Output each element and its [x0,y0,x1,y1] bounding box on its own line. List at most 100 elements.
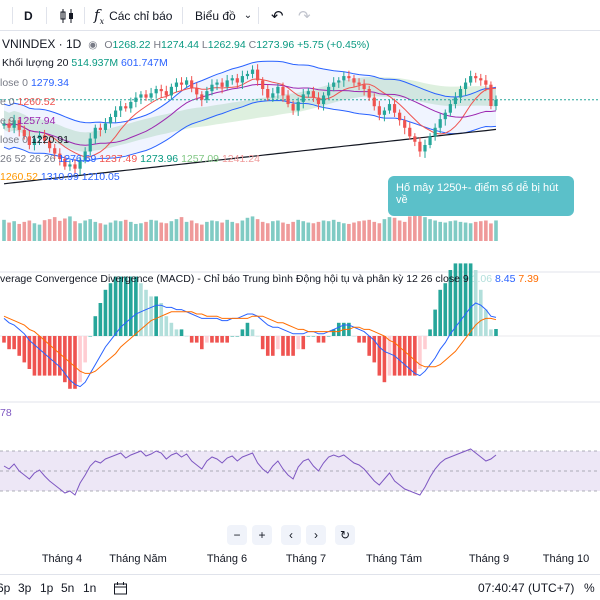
rsi-value: 78 [0,407,12,419]
indicator-row-a: lose 0 1279.34 [0,77,69,89]
volume-bar [103,224,108,241]
macd-histogram-bar [98,303,103,336]
candle-body [372,97,376,107]
candle-body [179,82,184,85]
top-toolbar: D fx Các chỉ báo Biểu đồ ⌄ ↶ ↷ [0,0,600,31]
annotation-callout[interactable]: Hố mây 1250+- điểm số dễ bị hút về [388,176,574,216]
candle-body [78,160,82,169]
lower-band-line [3,99,497,162]
macd-histogram-bar [418,336,422,369]
interval-button[interactable]: D [24,8,33,23]
range-1p[interactable]: 1p [40,581,54,595]
candle-body [144,94,148,98]
scroll-right-button[interactable]: › [306,525,326,545]
macd-histogram-bar [336,322,341,336]
row-f-value-2: 1210.05 [81,171,120,183]
calendar-icon[interactable] [113,581,128,599]
candle-body [494,99,498,106]
macd-histogram-bar [32,336,37,376]
macd-hist-value: 1.06 [471,273,493,285]
volume-bar [392,217,397,241]
candle-body [27,136,31,145]
macd-histogram-bar [42,336,47,376]
percent-toggle[interactable]: % [584,581,595,595]
time-axis[interactable]: Tháng 4 Tháng Năm Tháng 6 Tháng 7 Tháng … [0,551,600,569]
volume-bar [489,223,493,241]
x-tick-label: Tháng Tám [365,553,423,565]
macd-histogram-bar [387,336,392,376]
indicator-row-c: e 9 1257.94 [0,115,56,127]
indicators-button[interactable]: fx Các chỉ báo [94,0,172,31]
volume-bar [134,223,138,241]
close-value: 1273.96 [256,39,295,51]
candle-body [220,82,224,87]
macd-histogram-bar [22,336,27,363]
indicator-row-b: e 0 1260.52 [0,96,56,108]
macd-histogram-bar [301,336,306,350]
macd-histogram-bar [78,336,82,383]
candle-body [327,86,331,96]
candle-body [458,89,463,98]
eye-icon[interactable]: ◉ [88,39,98,51]
macd-histogram-bar [230,336,235,337]
undo-icon[interactable]: ↶ [271,7,284,25]
volume-bar [286,223,290,241]
signal-line [3,311,497,374]
clock-time[interactable]: 07:40:47 (UTC+7) [478,581,575,595]
candle-body [149,93,153,98]
volume-bar [347,223,351,241]
candle-body [408,127,412,137]
zoom-in-button[interactable]: + [252,525,272,545]
range-3p[interactable]: 3p [18,581,32,595]
row-e-value-2: 1273.96 [140,153,179,165]
volume-bar [73,221,77,241]
candle-body [225,80,229,87]
range-1n[interactable]: 1n [83,581,97,595]
volume-bar [478,221,483,241]
volume-bar [428,219,432,241]
macd-histogram-bar [484,309,488,336]
chart-type-button[interactable]: Biểu đồ ⌄ [195,0,252,31]
volume-bar [397,220,402,241]
open-label: O [104,39,113,51]
rsi-line [3,448,497,496]
symbol-title[interactable]: VNINDEX · 1D [2,37,82,51]
volume-bar [494,220,498,241]
volume-bar [149,219,153,241]
volume-bar [52,217,57,241]
candle-body [93,127,97,139]
macd-histogram-bar [453,263,458,336]
macd-histogram-bar [210,336,214,343]
volume-bar [129,221,133,241]
zoom-out-button[interactable]: − [227,525,247,545]
candle-body [271,93,275,98]
macd-histogram-bar [468,263,473,336]
volume-bar [2,219,6,241]
volume-bar [230,221,235,241]
candle-body [139,94,143,98]
volume-bar [306,222,311,241]
candle-body [301,94,305,102]
range-5n[interactable]: 5n [61,581,75,595]
volume-bar [47,219,52,241]
volume-bar [98,223,103,241]
volume-bar [93,221,98,241]
macd-histogram-bar [306,336,311,337]
range-6p[interactable]: 6p [0,581,11,595]
candle-body [337,80,341,83]
chart-area[interactable] [0,31,600,551]
candle-body [190,80,194,88]
volume-bar [83,220,87,241]
redo-icon[interactable]: ↷ [298,7,311,25]
volume-name: Khối lượng 20 [2,57,69,69]
macd-histogram-bar [326,336,331,337]
volume-bar [423,217,427,241]
candlestick-icon[interactable] [58,0,76,31]
change-value: +5.75 (+0.45%) [297,39,370,51]
candle-body [403,120,407,128]
reset-chart-button[interactable]: ↻ [335,525,355,545]
macd-histogram-bar [12,336,16,350]
scroll-left-button[interactable]: ‹ [281,525,301,545]
macd-legend-text[interactable]: verage Convergence Divergence (MACD) - C… [0,273,469,285]
macd-histogram-bar [169,322,174,336]
